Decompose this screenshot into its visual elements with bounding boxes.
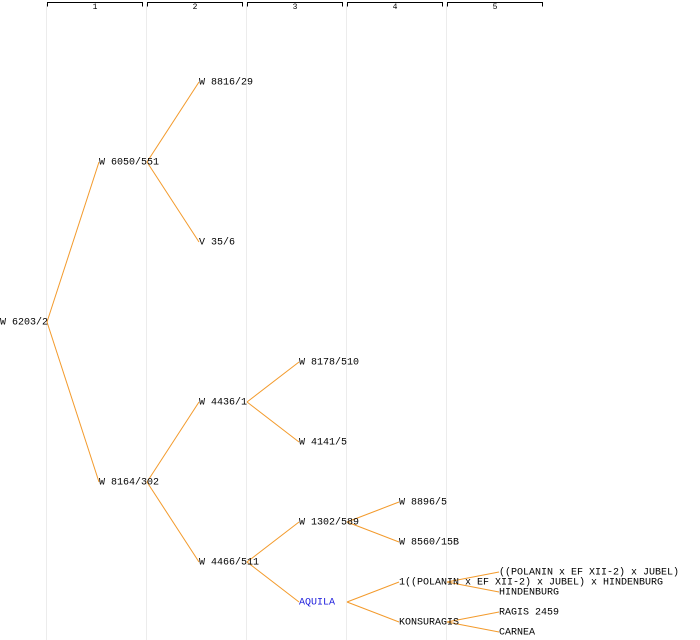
pedigree-edge xyxy=(346,521,400,543)
pedigree-edge xyxy=(146,401,200,483)
column-number: 2 xyxy=(193,3,198,12)
column-bracket xyxy=(247,2,343,7)
pedigree-edge xyxy=(346,501,400,523)
node-label: HINDENBURG xyxy=(499,588,559,599)
node-label: 1((POLANIN x EF XII-2) x JUBEL) x HINDEN… xyxy=(399,577,663,589)
pedigree-edge xyxy=(446,581,500,593)
node-label: W 6050/551 xyxy=(99,157,159,169)
pedigree-edge xyxy=(246,561,300,603)
pedigree-edge xyxy=(46,161,100,323)
node-label: KONSURAGIS xyxy=(399,618,459,629)
node-label: V 35/6 xyxy=(199,237,235,249)
node-label: W 6203/2 xyxy=(0,317,48,329)
pedigree-edge xyxy=(146,81,200,163)
pedigree-edge xyxy=(46,321,100,483)
node-label: CARNEA xyxy=(499,628,535,639)
pedigree-edge xyxy=(446,611,500,623)
node-label: W 4436/1 xyxy=(199,397,247,409)
node-label: RAGIS 2459 xyxy=(499,608,559,619)
column-number: 5 xyxy=(493,3,498,12)
column-number: 4 xyxy=(393,3,398,12)
pedigree-edge xyxy=(146,481,200,563)
pedigree-edge xyxy=(446,571,500,583)
pedigree-edge xyxy=(246,521,300,563)
node-label: W 8816/29 xyxy=(199,77,253,89)
node-label: ((POLANIN x EF XII-2) x JUBEL) xyxy=(499,567,679,579)
column-number: 1 xyxy=(93,3,98,12)
node-label: W 8178/510 xyxy=(299,357,359,369)
node-label: W 1302/589 xyxy=(299,517,359,529)
column-bracket xyxy=(47,2,143,7)
node-label: W 4466/511 xyxy=(199,557,259,569)
node-label: W 4141/5 xyxy=(299,437,347,449)
column-bracket xyxy=(347,2,443,7)
pedigree-edge xyxy=(346,601,400,623)
pedigree-edge xyxy=(146,161,200,243)
node-label: W 8560/15B xyxy=(399,537,459,549)
pedigree-edge xyxy=(446,621,500,633)
pedigree-edge xyxy=(246,401,300,443)
column-bracket xyxy=(147,2,243,7)
column-number: 3 xyxy=(293,3,298,12)
pedigree-edge xyxy=(346,581,400,603)
pedigree-edge xyxy=(246,361,300,403)
node-label: AQUILA xyxy=(299,598,335,609)
node-label: W 8164/302 xyxy=(99,477,159,489)
node-label: W 8896/5 xyxy=(399,497,447,509)
column-bracket xyxy=(447,2,543,7)
